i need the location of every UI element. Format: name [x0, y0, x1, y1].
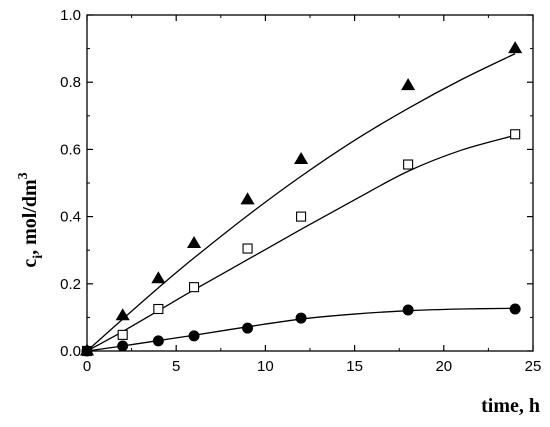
x-tick-label: 5: [172, 358, 180, 375]
circle-marker: [152, 335, 164, 347]
triangle-marker: [294, 151, 309, 165]
square-marker: [188, 282, 200, 293]
y-tick-label: 0.2: [60, 276, 81, 293]
x-tick-label: 25: [525, 358, 542, 375]
y-tick-label: 0.8: [60, 74, 81, 91]
y-axis-title-superscript: 3: [16, 172, 31, 179]
circle-marker: [402, 304, 414, 316]
square-marker: [117, 329, 128, 340]
square-marker: [153, 303, 164, 315]
circle-marker: [242, 322, 254, 334]
data-markers: [79, 41, 523, 357]
fit-curve-series-2: [86, 134, 516, 352]
circle-marker: [509, 303, 521, 315]
x-tick-label: 0: [83, 358, 91, 375]
x-axis: 0 5 10 15 20 25: [83, 15, 542, 375]
x-tick-label: 10: [257, 358, 274, 375]
y-axis-title-subscript: i: [31, 255, 46, 259]
y-axis-title-units: , mol/dm: [19, 179, 41, 255]
plot-border: [86, 14, 534, 352]
y-tick-label: 1.0: [60, 7, 81, 24]
y-axis-title: ci, mol/dm3: [16, 172, 46, 267]
triangle-marker: [115, 308, 130, 321]
x-tick-label: 20: [435, 358, 452, 375]
plot-frame: [86, 14, 534, 352]
triangle-marker: [151, 271, 166, 284]
circle-marker: [188, 330, 200, 342]
circle-marker: [117, 340, 129, 352]
fit-curve-series-1: [86, 53, 516, 352]
fit-curves: [86, 53, 516, 352]
triangle-marker: [508, 41, 523, 54]
x-axis-title: time, h: [481, 395, 540, 417]
y-tick-label: 0.4: [60, 209, 81, 226]
y-axis: 0.0 0.2 0.4 0.6 0.8 1.0: [60, 7, 533, 360]
y-tick-label: 0.6: [60, 141, 81, 158]
square-marker: [510, 129, 521, 140]
triangle-marker: [240, 192, 255, 205]
triangle-marker: [401, 78, 416, 91]
y-tick-label: 0.0: [60, 343, 81, 360]
fit-curve-series-3: [86, 307, 516, 352]
y-axis-title-main: c: [19, 259, 41, 268]
circle-marker: [81, 345, 93, 357]
square-marker: [296, 211, 307, 222]
circle-marker: [295, 312, 307, 324]
square-marker: [242, 243, 253, 254]
triangle-marker: [186, 235, 202, 249]
square-marker: [403, 159, 414, 170]
x-tick-label: 15: [346, 358, 363, 375]
